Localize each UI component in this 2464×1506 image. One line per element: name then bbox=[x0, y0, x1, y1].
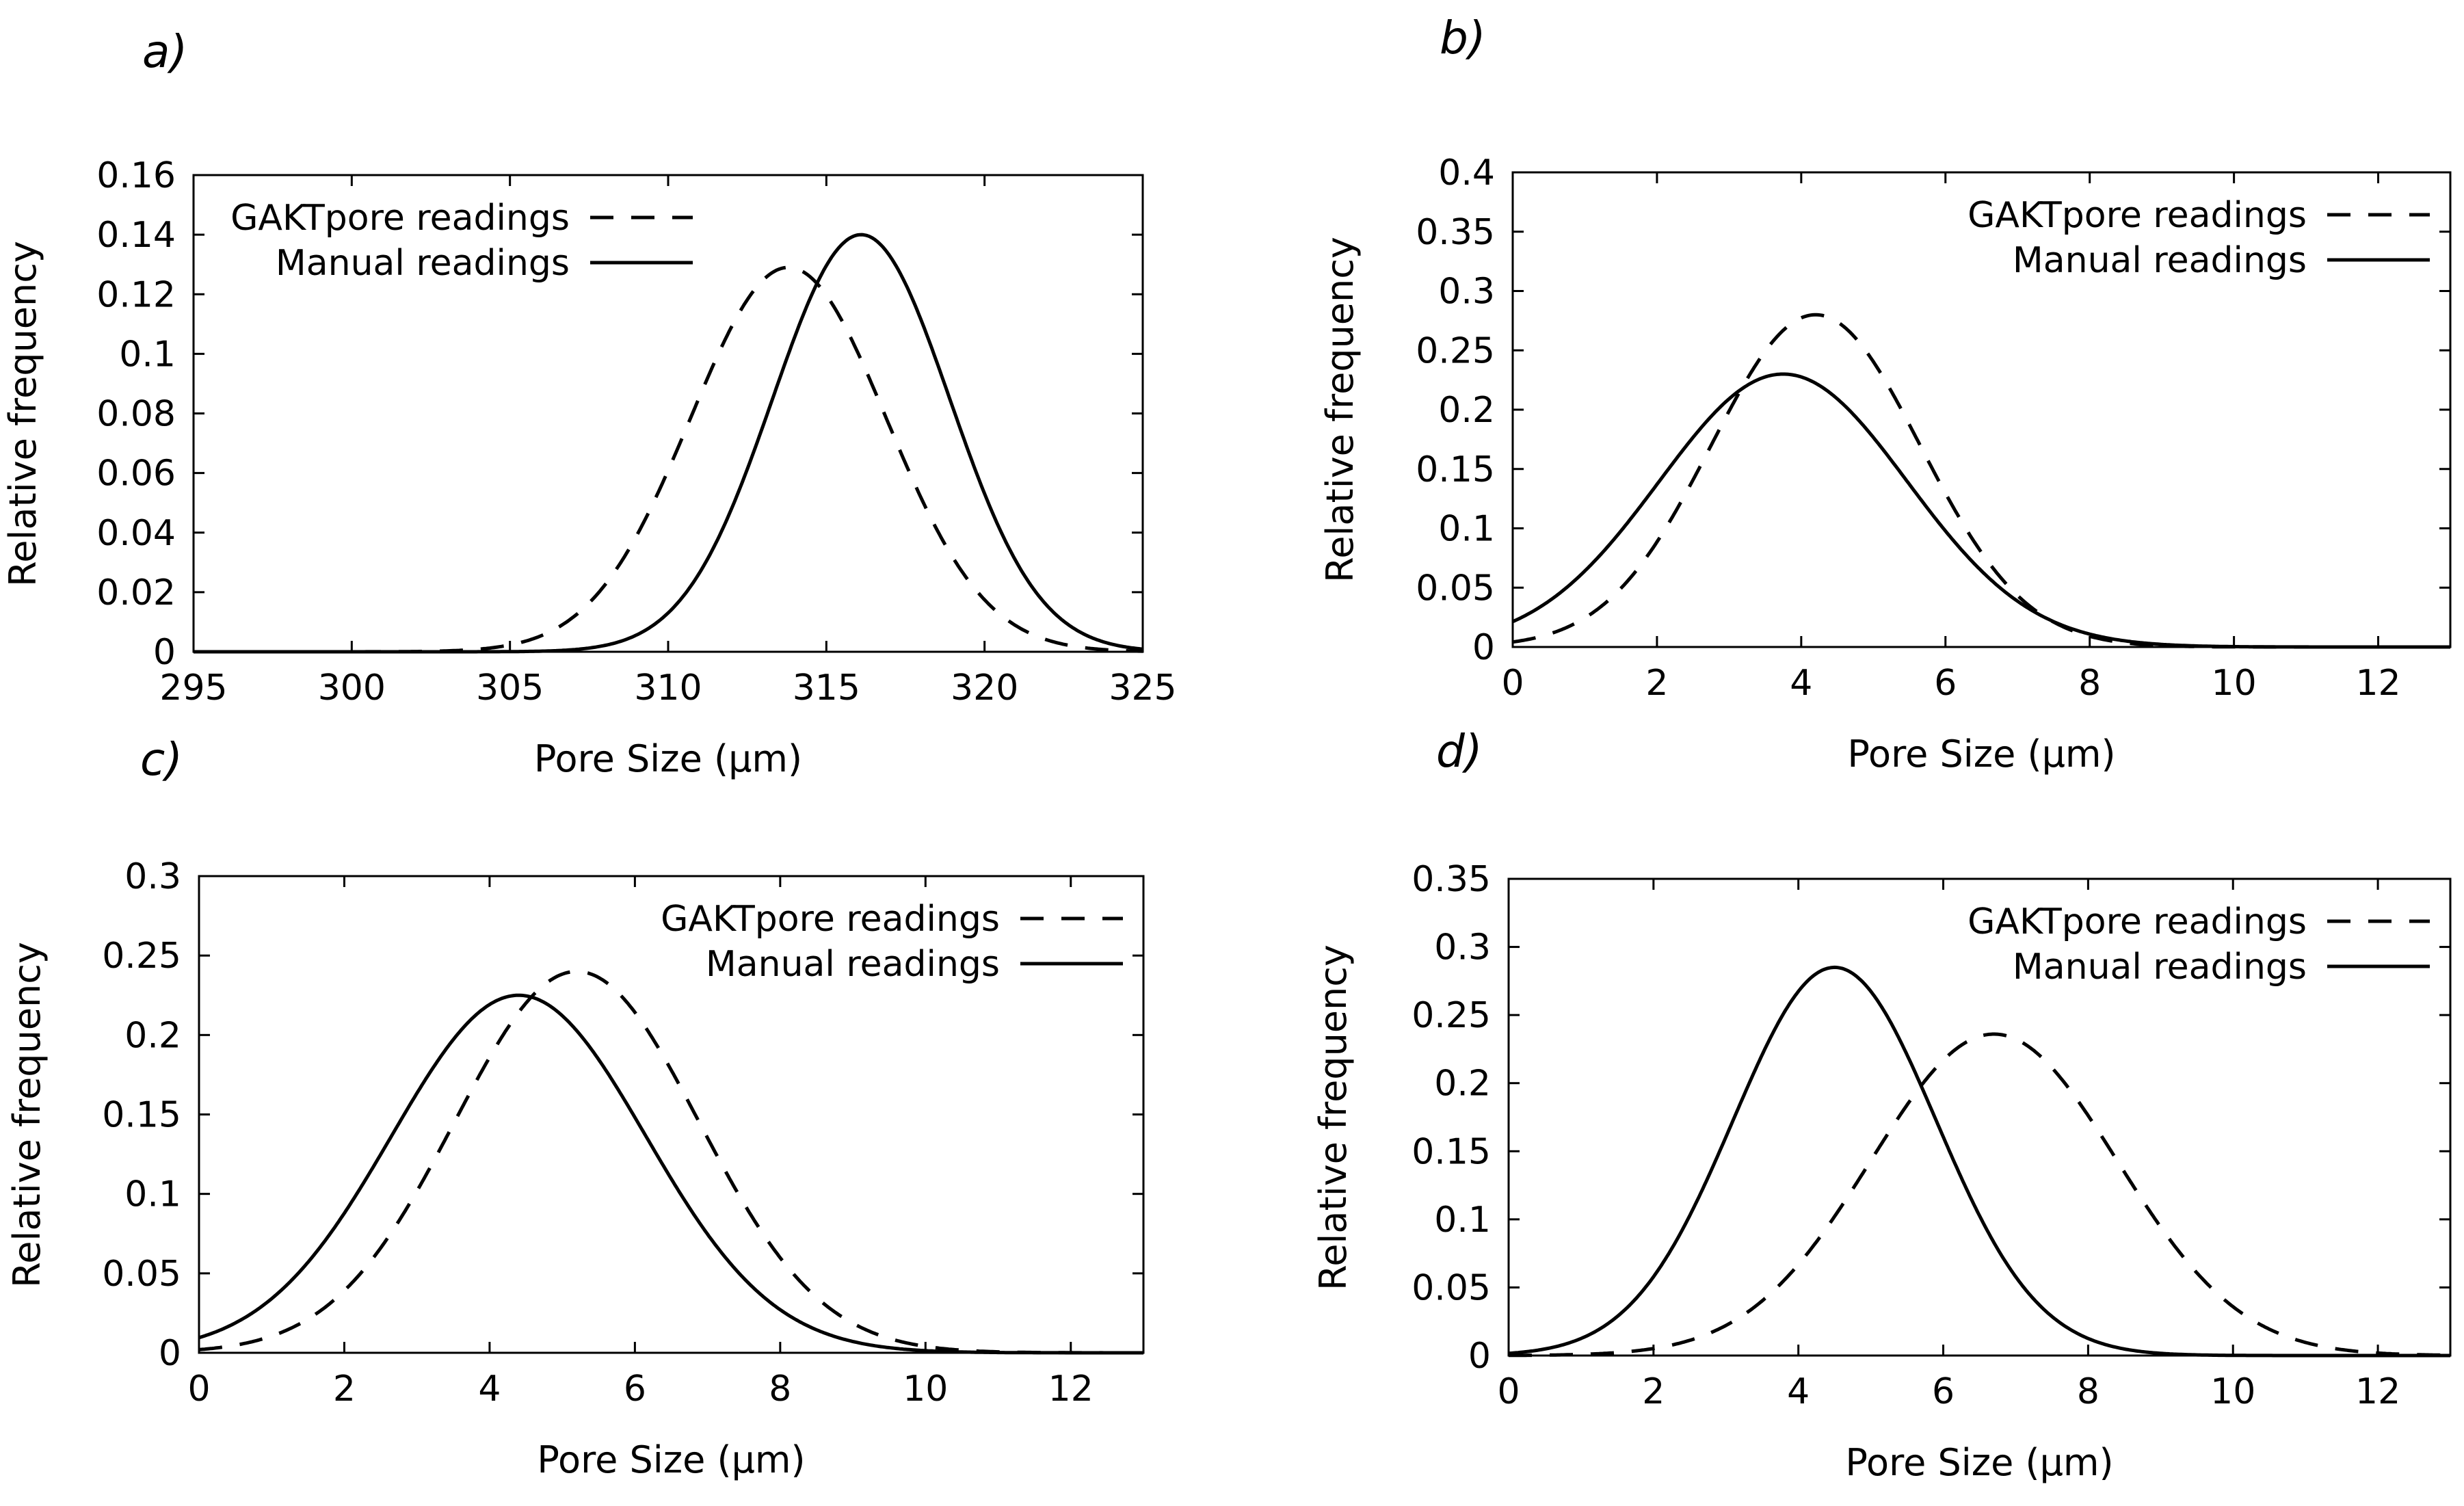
series-line-gaktpore bbox=[1512, 313, 2450, 649]
x-tick-label: 6 bbox=[1934, 663, 1957, 704]
x-tick-label: 320 bbox=[951, 668, 1018, 709]
y-tick-label: 0.35 bbox=[1416, 212, 1495, 253]
panel-label: b) bbox=[1440, 12, 1486, 64]
x-tick-label: 12 bbox=[1048, 1369, 1094, 1410]
y-tick-label: 0.3 bbox=[124, 856, 181, 897]
chart-panel-2: b) 0 2 4 6 8 10 12 0 0.05 0.1 0.15 0.2 0.25 0.3 0.35 0.4… bbox=[1319, 12, 2452, 776]
series-line-manual bbox=[1511, 372, 2450, 649]
legend-label: Manual readings bbox=[2013, 240, 2307, 281]
chart-panel-3: c) 0 2 4 6 8 10 12 0 0.05 0.1 0.15 0.2 0.25 0.3 Pore Si… bbox=[5, 733, 1145, 1481]
x-tick-label: 10 bbox=[2210, 1371, 2255, 1412]
y-tick-label: 0.02 bbox=[96, 572, 176, 613]
x-tick-label: 12 bbox=[2355, 663, 2400, 704]
x-tick-label: 315 bbox=[793, 668, 860, 709]
y-tick-label: 0 bbox=[1472, 627, 1495, 668]
legend-label: GAKTpore readings bbox=[230, 198, 570, 239]
y-tick-label: 0.3 bbox=[1438, 272, 1495, 313]
x-tick-label: 8 bbox=[2078, 663, 2101, 704]
y-tick-label: 0 bbox=[153, 632, 176, 673]
x-tick-label: 6 bbox=[624, 1369, 646, 1410]
x-axis-label: Pore Size (µm) bbox=[534, 737, 802, 780]
plot-frame bbox=[1507, 877, 2452, 1357]
x-tick-label: 6 bbox=[1932, 1371, 1955, 1412]
x-tick-label: 2 bbox=[1645, 663, 1668, 704]
y-tick-label: 0 bbox=[159, 1333, 181, 1374]
x-tick-label: 8 bbox=[2077, 1371, 2099, 1412]
y-axis-label: Relative frequency bbox=[1319, 237, 1362, 583]
x-axis-label: Pore Size (µm) bbox=[1847, 732, 2115, 776]
x-tick-label: 325 bbox=[1109, 668, 1176, 709]
legend-label: Manual readings bbox=[2013, 947, 2307, 988]
x-tick-label: 2 bbox=[333, 1369, 356, 1410]
y-axis-label: Relative frequency bbox=[1312, 944, 1355, 1291]
y-tick-label: 0.2 bbox=[1434, 1064, 1491, 1105]
y-tick-label: 0.05 bbox=[1416, 568, 1495, 609]
x-tick-label: 295 bbox=[159, 668, 227, 709]
series-line-manual bbox=[1508, 965, 2450, 1358]
series-line-gaktpore bbox=[1509, 1032, 2450, 1358]
plot-frame bbox=[1511, 171, 2452, 648]
y-tick-label: 0.05 bbox=[1412, 1267, 1491, 1308]
x-tick-label: 4 bbox=[1790, 663, 1812, 704]
legend-label: Manual readings bbox=[706, 944, 1000, 985]
y-tick-label: 0.25 bbox=[102, 936, 181, 977]
y-tick-label: 0 bbox=[1468, 1336, 1491, 1377]
x-tick-label: 4 bbox=[478, 1369, 501, 1410]
legend-label: GAKTpore readings bbox=[1968, 195, 2307, 236]
x-tick-label: 0 bbox=[187, 1369, 210, 1410]
y-tick-label: 0.1 bbox=[124, 1174, 181, 1215]
legend-label: GAKTpore readings bbox=[661, 899, 1000, 940]
y-tick-label: 0.4 bbox=[1438, 153, 1495, 194]
y-tick-label: 0.08 bbox=[96, 394, 176, 435]
chart-panel-1: a) 295 300 305 310 315 320 325 0 0.02 0.04 0.06 0.08… bbox=[1, 25, 1177, 780]
y-tick-label: 0.35 bbox=[1412, 859, 1491, 900]
series-line-gaktpore bbox=[194, 265, 1143, 654]
series-line-gaktpore bbox=[198, 969, 1143, 1355]
y-tick-label: 0.25 bbox=[1416, 330, 1495, 371]
y-tick-label: 0.15 bbox=[1412, 1131, 1491, 1172]
panel-label: a) bbox=[142, 25, 187, 78]
x-tick-label: 305 bbox=[476, 668, 544, 709]
y-tick-label: 0.06 bbox=[96, 453, 176, 494]
panel-label: c) bbox=[140, 733, 183, 786]
x-tick-label: 300 bbox=[318, 668, 386, 709]
x-tick-label: 8 bbox=[769, 1369, 791, 1410]
y-tick-label: 0.1 bbox=[1438, 509, 1495, 550]
y-tick-label: 0.3 bbox=[1434, 927, 1491, 968]
legend-label: Manual readings bbox=[276, 243, 570, 284]
y-axis-label: Relative frequency bbox=[1, 241, 44, 587]
plot-frame bbox=[198, 875, 1145, 1354]
chart-panel-4: d) 0 2 4 6 8 10 12 0 0.05 0.1 0.15 0.2 0.25 0.3 0.35 Por… bbox=[1312, 725, 2452, 1484]
legend-label: GAKTpore readings bbox=[1968, 901, 2307, 942]
y-tick-label: 0.2 bbox=[124, 1015, 181, 1056]
x-tick-label: 10 bbox=[903, 1369, 948, 1410]
x-tick-label: 4 bbox=[1787, 1371, 1810, 1412]
series-line-manual bbox=[194, 233, 1143, 654]
y-tick-label: 0.1 bbox=[1434, 1200, 1491, 1241]
x-tick-label: 310 bbox=[634, 668, 702, 709]
y-tick-label: 0.15 bbox=[102, 1095, 181, 1136]
y-tick-label: 0.04 bbox=[96, 513, 176, 554]
x-tick-label: 12 bbox=[2355, 1371, 2400, 1412]
series-line-manual bbox=[198, 993, 1143, 1355]
x-tick-label: 10 bbox=[2212, 663, 2257, 704]
x-axis-label: Pore Size (µm) bbox=[537, 1438, 805, 1481]
y-tick-label: 0.16 bbox=[96, 155, 176, 196]
y-tick-label: 0.05 bbox=[102, 1254, 181, 1295]
x-tick-label: 0 bbox=[1497, 1371, 1520, 1412]
y-axis-label: Relative frequency bbox=[5, 942, 49, 1288]
x-tick-label: 0 bbox=[1501, 663, 1524, 704]
y-tick-label: 0.25 bbox=[1412, 995, 1491, 1036]
y-tick-label: 0.14 bbox=[96, 215, 176, 256]
x-axis-label: Pore Size (µm) bbox=[1845, 1441, 2113, 1484]
y-tick-label: 0.15 bbox=[1416, 449, 1495, 490]
panel-label: d) bbox=[1436, 725, 1483, 778]
y-tick-label: 0.2 bbox=[1438, 390, 1495, 431]
y-tick-label: 0.12 bbox=[96, 274, 176, 315]
x-tick-label: 2 bbox=[1642, 1371, 1665, 1412]
y-tick-label: 0.1 bbox=[119, 334, 176, 375]
